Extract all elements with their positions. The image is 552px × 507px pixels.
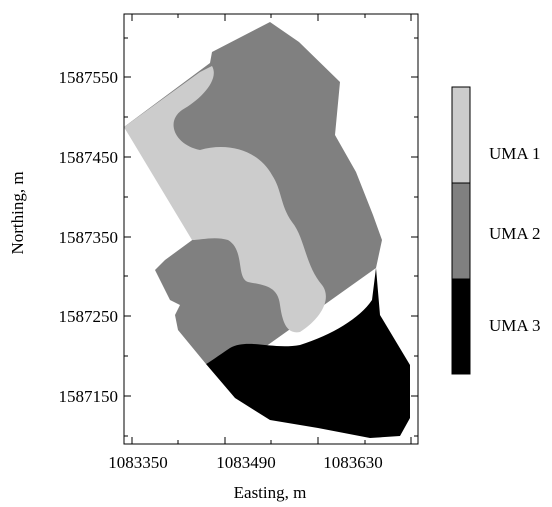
legend-label: UMA 3 — [489, 316, 540, 335]
y-tick-labels: 1587550 1587450 1587350 1587250 1587150 — [59, 68, 119, 406]
y-tick-label: 1587550 — [59, 68, 119, 87]
legend-swatch-uma-1 — [451, 86, 471, 184]
legend: UMA 1 UMA 2 UMA 3 — [451, 86, 540, 375]
x-tick-label: 1083630 — [323, 453, 383, 472]
x-tick-label: 1083350 — [108, 453, 168, 472]
y-tick-label: 1587350 — [59, 228, 119, 247]
axis-ticks — [124, 14, 418, 444]
zone-uma-1 — [124, 66, 326, 333]
y-axis-title: Northing, m — [8, 171, 27, 254]
legend-label: UMA 1 — [489, 144, 540, 163]
legend-label: UMA 2 — [489, 224, 540, 243]
y-tick-label: 1587450 — [59, 148, 119, 167]
legend-swatch-uma-3 — [451, 278, 471, 375]
x-axis-title: Easting, m — [234, 483, 307, 502]
x-tick-label: 1083490 — [216, 453, 276, 472]
legend-swatch-uma-2 — [451, 182, 471, 280]
y-tick-label: 1587250 — [59, 307, 119, 326]
x-tick-labels: 1083350 1083490 1083630 — [108, 453, 383, 472]
map-zones — [124, 22, 410, 438]
y-tick-label: 1587150 — [59, 387, 119, 406]
zone-uma-3 — [206, 268, 410, 438]
